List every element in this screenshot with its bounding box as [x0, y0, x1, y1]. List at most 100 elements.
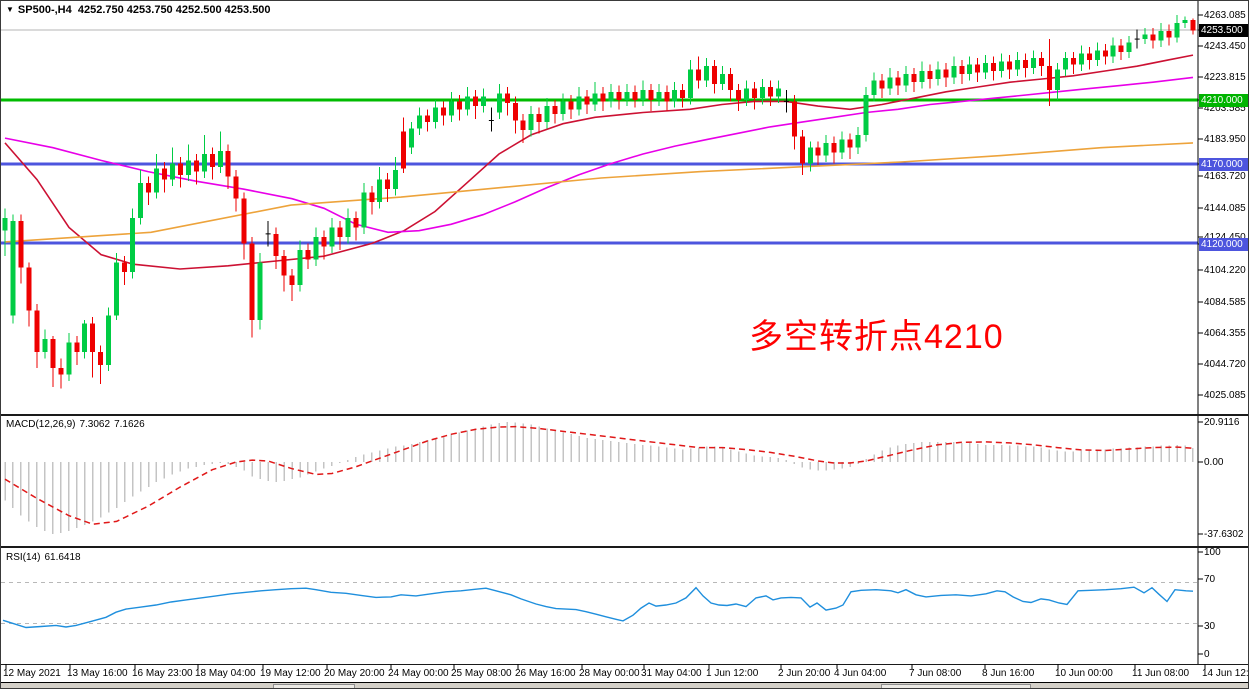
- candle-body: [576, 96, 582, 110]
- chart-text-annotation: 多空转折点4210: [749, 318, 1004, 356]
- price-level-badge: 4253.500: [1199, 24, 1248, 37]
- candle-body: [759, 86, 765, 99]
- candle-body: [919, 71, 925, 83]
- macd-axis-label: -37.6302: [1204, 529, 1244, 540]
- candle-body: [871, 80, 877, 95]
- rsi-indicator-label: RSI(14) 61.6418: [6, 552, 81, 563]
- candle-body: [831, 142, 837, 153]
- candle-body: [664, 91, 670, 102]
- candle-body: [863, 94, 869, 135]
- ma-mid-magenta: [4, 76, 1194, 234]
- candle-body: [18, 221, 24, 268]
- candle-body: [616, 91, 622, 100]
- price-axis-label: 4124.450: [1204, 231, 1246, 244]
- rsi-axis-label: 30: [1204, 621, 1216, 632]
- candle-body: [273, 233, 279, 257]
- rsi-axis-label: 70: [1204, 574, 1216, 585]
- candle-body: [177, 163, 183, 175]
- candle-body: [879, 80, 885, 89]
- panel-separator[interactable]: [1, 664, 1249, 665]
- symbol-period: SP500-,H4: [17, 4, 72, 16]
- candle-body: [233, 176, 239, 199]
- ma-fast-red: [4, 54, 1194, 270]
- candle-body: [1110, 45, 1116, 57]
- candle-body: [209, 154, 215, 167]
- candle-body: [1150, 34, 1156, 41]
- candle-body: [736, 90, 742, 100]
- candle-body: [704, 66, 710, 81]
- candle-body: [728, 74, 734, 91]
- candle-body: [791, 101, 797, 137]
- panel-separator[interactable]: [1, 414, 1249, 416]
- candle-body: [441, 107, 447, 116]
- candle-body: [82, 323, 88, 353]
- price-axis-label: 4084.585: [1204, 297, 1246, 308]
- scrollbar-segment[interactable]: [273, 684, 355, 688]
- panel-separator[interactable]: [1, 546, 1249, 548]
- candle-body: [1078, 53, 1084, 65]
- candle-body: [1102, 50, 1108, 57]
- candle-body: [528, 114, 534, 131]
- candle-body: [536, 114, 542, 123]
- candle-body: [807, 147, 813, 164]
- candle-body: [122, 262, 128, 273]
- candle-body: [34, 310, 40, 353]
- ma-slow-orange: [4, 142, 1194, 243]
- candle-body: [544, 106, 550, 123]
- horizontal-scrollbar[interactable]: [1, 682, 1248, 688]
- candle-body: [959, 66, 965, 75]
- price-level-badge: 4170.000: [1199, 158, 1248, 171]
- candle-body: [632, 91, 638, 100]
- candle-body: [624, 91, 630, 100]
- candle-body: [10, 221, 16, 316]
- time-axis-label: 18 May 04:00: [195, 668, 256, 679]
- candle-body: [393, 170, 399, 190]
- candle-body: [1038, 58, 1044, 67]
- candle-body: [552, 106, 558, 115]
- candle-body: [146, 182, 152, 193]
- candle-body: [369, 192, 375, 202]
- price-axis-label: 4144.085: [1204, 203, 1246, 214]
- candle-body: [50, 339, 56, 368]
- candle-body: [1062, 58, 1068, 70]
- candle-body: [815, 147, 821, 156]
- candle-body: [584, 96, 590, 105]
- candle-body: [1190, 19, 1196, 31]
- candle-body: [425, 115, 431, 123]
- candle-body: [456, 101, 462, 110]
- candle-body: [201, 154, 207, 172]
- candle-body: [751, 88, 757, 99]
- candle-body: [927, 71, 933, 79]
- candle-body: [592, 93, 598, 105]
- price-level-badge: 4210.000: [1199, 94, 1248, 107]
- candle-body: [1118, 45, 1124, 52]
- candle-body: [114, 262, 120, 316]
- candle-body: [1007, 61, 1013, 70]
- candle-body: [353, 217, 359, 228]
- candle-body: [1166, 31, 1172, 38]
- candle-body: [153, 168, 159, 193]
- candle-body: [472, 96, 478, 107]
- macd-value-signal: 7.1626: [114, 419, 145, 430]
- rsi-name: RSI(14): [6, 552, 41, 563]
- candle-body: [361, 192, 367, 228]
- candle-body: [217, 150, 223, 167]
- price-level-badge: 4120.000: [1199, 238, 1248, 251]
- candle-body: [42, 339, 48, 353]
- candle-body: [193, 160, 199, 172]
- candle-body: [504, 93, 510, 103]
- candle-body: [401, 131, 407, 169]
- rsi-axis-label: 100: [1204, 547, 1221, 558]
- time-axis-label: 1 Jun 12:00: [706, 668, 759, 679]
- candle-body: [480, 96, 486, 107]
- time-axis-label: 10 Jun 00:00: [1055, 668, 1113, 679]
- time-axis-label: 26 May 16:00: [515, 668, 576, 679]
- candle-body: [895, 77, 901, 86]
- candle-body: [943, 69, 949, 78]
- macd-value-main: 7.3062: [79, 419, 111, 430]
- chart-title: ▼ SP500-,H4 4252.750 4253.750 4252.500 42…: [6, 4, 271, 16]
- candle-body: [1174, 23, 1180, 38]
- scrollbar-segment[interactable]: [881, 684, 1031, 688]
- candle-body: [74, 342, 80, 353]
